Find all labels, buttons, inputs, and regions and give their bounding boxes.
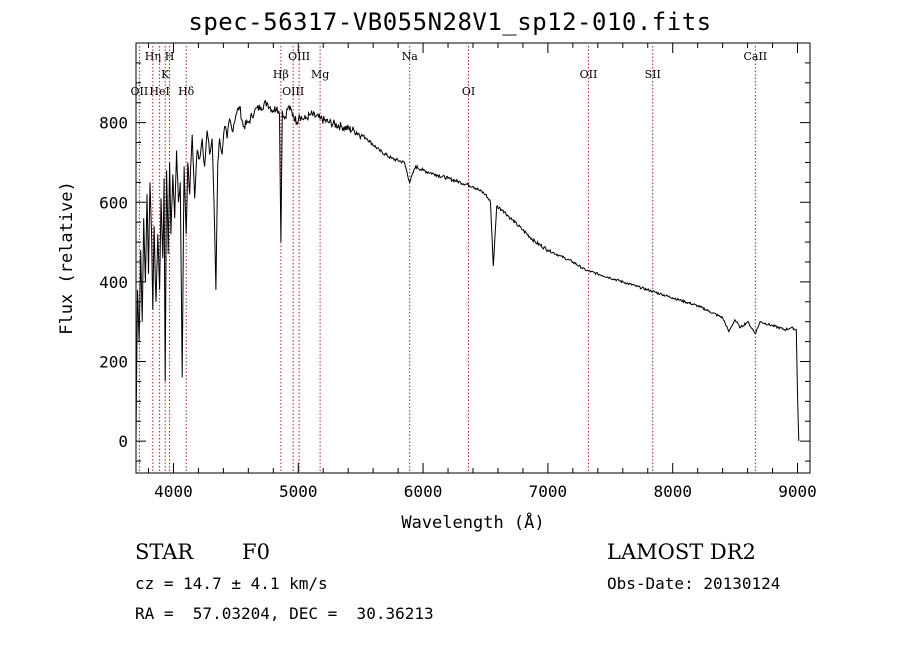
x-tick-label: 7000: [529, 482, 568, 501]
spectral-line-label: Mg: [311, 68, 329, 81]
y-tick-label: 0: [118, 432, 128, 451]
y-tick-label: 600: [99, 193, 128, 212]
x-axis-label: Wavelength (Å): [401, 511, 544, 533]
spectral-line-label: Hβ: [273, 68, 289, 81]
observation-date: Obs-Date: 20130124: [607, 574, 781, 593]
chart-title: spec-56317-VB055N28V1_sp12-010.fits: [188, 8, 712, 36]
y-tick-label: 800: [99, 114, 128, 133]
spectral-line-label: H: [165, 50, 175, 63]
spectral-line-label: CaII: [743, 50, 767, 63]
spectrum-line: [135, 99, 800, 442]
spectral-line-label: Hη: [145, 50, 161, 63]
x-tick-label: 6000: [404, 482, 443, 501]
spectral-line-label: OI: [462, 85, 475, 98]
x-tick-label: 8000: [653, 482, 692, 501]
spectral-line-label: OIII: [282, 85, 304, 98]
x-tick-label: 4000: [154, 482, 193, 501]
y-tick-label: 200: [99, 353, 128, 372]
sky-coordinates: RA = 57.03204, DEC = 30.36213: [135, 604, 434, 623]
axis-ticks: [136, 43, 810, 473]
spectral-line-label: Na: [402, 50, 419, 63]
spectral-line-label: OII: [580, 68, 598, 81]
y-axis-label: Flux (relative): [57, 181, 77, 335]
y-tick-label: 400: [99, 273, 128, 292]
object-class: STAR: [135, 540, 194, 564]
spectral-line-label: K: [161, 68, 170, 81]
spectral-line-label: OIII: [288, 50, 310, 63]
axis-tick-labels: 4000 5000 6000 7000 8000 9000 0 200 400 600 800: [99, 114, 817, 501]
spectral-line-label: SII: [645, 68, 661, 81]
survey-name: LAMOST DR2: [607, 540, 756, 564]
redshift-velocity: cz = 14.7 ± 4.1 km/s: [135, 574, 328, 593]
spectral-line-label: Hδ: [178, 85, 195, 98]
x-tick-label: 5000: [279, 482, 318, 501]
object-subclass: F0: [242, 540, 270, 564]
x-tick-label: 9000: [778, 482, 817, 501]
spectral-line-markers: [138, 46, 756, 473]
spectral-line-label: OII: [131, 85, 149, 98]
spectral-line-label: HeI: [149, 85, 169, 98]
plot-frame: [135, 42, 811, 474]
